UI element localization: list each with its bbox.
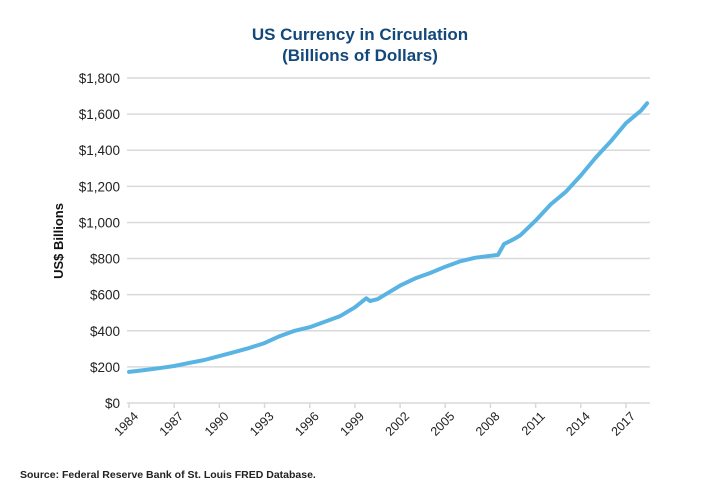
x-tick-label: 2017: [609, 409, 639, 439]
y-tick-label: $1,000: [79, 215, 120, 230]
x-tick-label: 2005: [428, 409, 458, 439]
y-tick-label: $1,200: [79, 179, 120, 194]
x-tick-label: 1996: [292, 409, 322, 439]
y-tick-label: $1,600: [79, 107, 120, 122]
y-tick-label: $200: [90, 360, 120, 375]
x-tick-label: 2008: [473, 409, 503, 439]
y-axis-ticks: $0 $200 $400 $600 $800 $1,000 $1,200 $1,400 $1,6…: [79, 71, 120, 411]
source-note: Source: Federal Reserve Bank of St. Loui…: [20, 469, 316, 481]
y-tick-label: $800: [90, 252, 120, 267]
x-tick-label: 2002: [383, 409, 413, 439]
chart-subtitle: (Billions of Dollars): [282, 46, 438, 65]
series-group: [127, 101, 650, 374]
chart-title: US Currency in Circulation: [251, 25, 469, 44]
x-tick-label: 1987: [157, 409, 187, 439]
y-tick-label: $400: [90, 324, 120, 339]
x-tick-label: 2011: [519, 409, 548, 438]
y-axis-label: US$ Billions: [51, 203, 66, 279]
x-axis-ticks: 1984 1987 1990 1993 1996 1999 2002 2005 2008 2011…: [112, 403, 639, 439]
x-tick-label: 1984: [112, 409, 142, 439]
gridlines: [127, 77, 650, 404]
x-tick-label: 2014: [563, 409, 593, 439]
y-tick-label: $1,800: [79, 71, 120, 86]
y-tick-label: $0: [105, 396, 120, 411]
x-tick-label: 1999: [337, 409, 367, 439]
x-tick-label: 1993: [247, 409, 277, 439]
series-line: [127, 101, 650, 374]
x-tick-label: 1990: [202, 409, 232, 439]
y-tick-label: $600: [90, 288, 120, 303]
y-tick-label: $1,400: [79, 143, 120, 158]
